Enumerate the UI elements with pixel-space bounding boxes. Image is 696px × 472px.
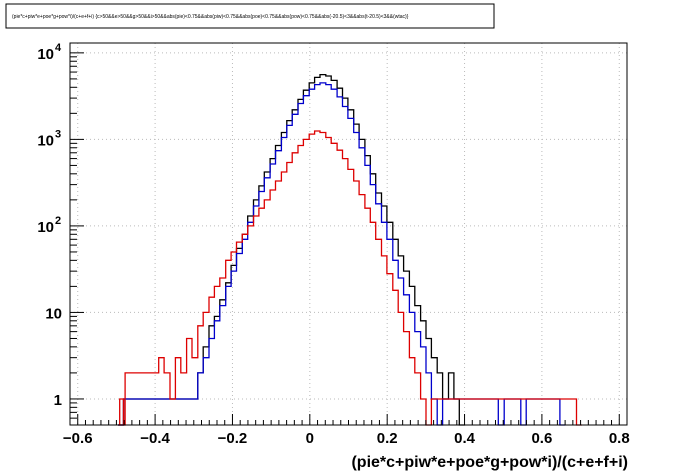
chart-title: (pie*c+piw*e+poe*g+pow*i)/(c+e+f+i) {c>5… [12, 14, 409, 20]
y-tick-label-4: 10 [37, 46, 54, 63]
x-axis: −0.6 −0.4 −0.2 0 0.2 0.4 0.6 0.8 [63, 414, 630, 447]
y-tick-exponent-3: 3 [55, 128, 61, 140]
y-tick-label-1: 10 [45, 305, 62, 322]
x-tick-label-7: 0.8 [609, 430, 630, 447]
x-tick-label-5: 0.4 [454, 430, 476, 447]
y-tick-label-2: 10 [37, 219, 54, 236]
x-tick-label-0: −0.6 [63, 430, 93, 447]
x-tick-label-2: −0.2 [218, 430, 248, 447]
series-layer [118, 73, 582, 426]
title-box-frame [5, 3, 495, 29]
title-box: (pie*c+piw*e+poe*g+pow*i)/(c+e+f+i) {c>5… [5, 3, 495, 29]
series-2-step-line [118, 130, 582, 426]
y-tick-label-0: 1 [54, 392, 62, 409]
y-tick-exponent-2: 2 [55, 215, 61, 227]
x-tick-label-1: −0.4 [140, 430, 170, 447]
series-0-step-line [118, 73, 466, 426]
y-tick-label-3: 10 [37, 132, 54, 149]
series-0 [118, 73, 466, 426]
series-2 [118, 130, 582, 426]
x-tick-label-6: 0.6 [531, 430, 552, 447]
x-tick-label-4: 0.2 [377, 430, 398, 447]
series-1-step-line [118, 82, 566, 426]
series-1 [118, 82, 566, 426]
y-tick-exponent-4: 4 [55, 42, 62, 54]
x-axis-title: (pie*c+piw*e+poe*g+pow*i)/(c+e+f+i) [351, 454, 628, 471]
x-tick-label-3: 0 [306, 430, 314, 447]
